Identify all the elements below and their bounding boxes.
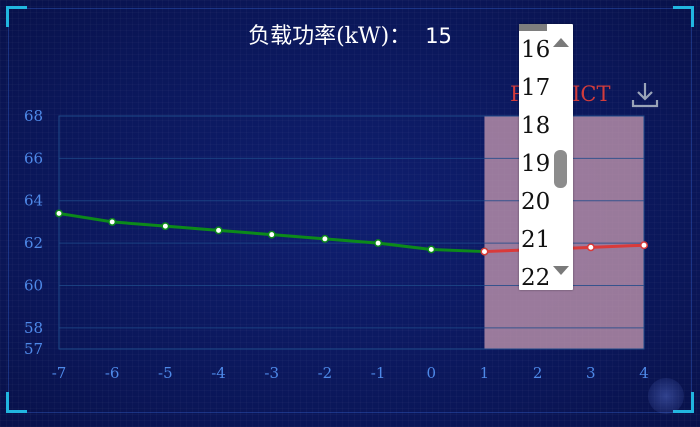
data-point xyxy=(320,234,329,243)
data-point xyxy=(586,243,595,252)
scrollbar[interactable] xyxy=(549,24,573,290)
dropdown-option[interactable]: 19 xyxy=(521,151,551,177)
y-tick-label: 58 xyxy=(24,319,43,337)
dropdown-option[interactable]: 17 xyxy=(521,75,551,101)
x-tick-label: -3 xyxy=(264,364,279,382)
download-icon[interactable] xyxy=(630,80,660,110)
corner-bottom-right xyxy=(673,392,694,413)
data-point xyxy=(480,247,489,256)
x-tick-label: 3 xyxy=(586,364,596,382)
dropdown-option[interactable]: 18 xyxy=(521,113,551,139)
x-tick-label: -1 xyxy=(371,364,386,382)
x-tick-label: 4 xyxy=(639,364,649,382)
data-point xyxy=(374,239,383,248)
triangle-down-icon[interactable] xyxy=(553,266,569,275)
x-tick-label: 2 xyxy=(533,364,543,382)
x-tick-label: 0 xyxy=(426,364,436,382)
data-point xyxy=(427,245,436,254)
y-tick-label: 62 xyxy=(24,234,43,252)
corner-bottom-left xyxy=(6,392,27,413)
title-value: 15 xyxy=(425,24,452,48)
title-label: 负载功率(kW)： xyxy=(248,24,412,49)
chart-title: 负载功率(kW)： 15 xyxy=(0,18,700,50)
x-tick-label: -4 xyxy=(211,364,226,382)
data-point xyxy=(214,226,223,235)
x-tick-label: -6 xyxy=(105,364,120,382)
data-point xyxy=(161,222,170,231)
corner-top-right xyxy=(673,6,694,27)
x-tick-label: -2 xyxy=(318,364,333,382)
corner-glow xyxy=(648,378,684,414)
dropdown-option[interactable]: 22 xyxy=(521,265,551,290)
option-list: 16 17 18 19 20 21 22 xyxy=(519,35,550,290)
y-tick-label: 64 xyxy=(24,192,43,210)
y-tick-label: 66 xyxy=(24,149,43,167)
x-tick-label: -7 xyxy=(52,364,67,382)
list-top-edge xyxy=(519,24,547,31)
data-point xyxy=(267,230,276,239)
dropdown-option[interactable]: 21 xyxy=(521,227,551,253)
dropdown-option[interactable]: 20 xyxy=(521,189,551,215)
y-tick-label: 60 xyxy=(24,276,43,294)
data-point xyxy=(640,241,648,250)
x-tick-label: 1 xyxy=(480,364,490,382)
triangle-up-icon[interactable] xyxy=(553,38,569,47)
scrollbar-thumb[interactable] xyxy=(554,150,567,188)
corner-top-left xyxy=(6,6,27,27)
x-tick-label: -5 xyxy=(158,364,173,382)
data-point xyxy=(55,209,63,218)
value-dropdown-list[interactable]: 16 17 18 19 20 21 22 xyxy=(519,24,573,290)
y-tick-label: 68 xyxy=(24,107,43,125)
data-point xyxy=(108,217,117,226)
dropdown-option[interactable]: 16 xyxy=(521,37,551,63)
plot-frame xyxy=(58,115,645,350)
panel-border xyxy=(8,8,692,413)
y-tick-label: 57 xyxy=(24,340,43,358)
